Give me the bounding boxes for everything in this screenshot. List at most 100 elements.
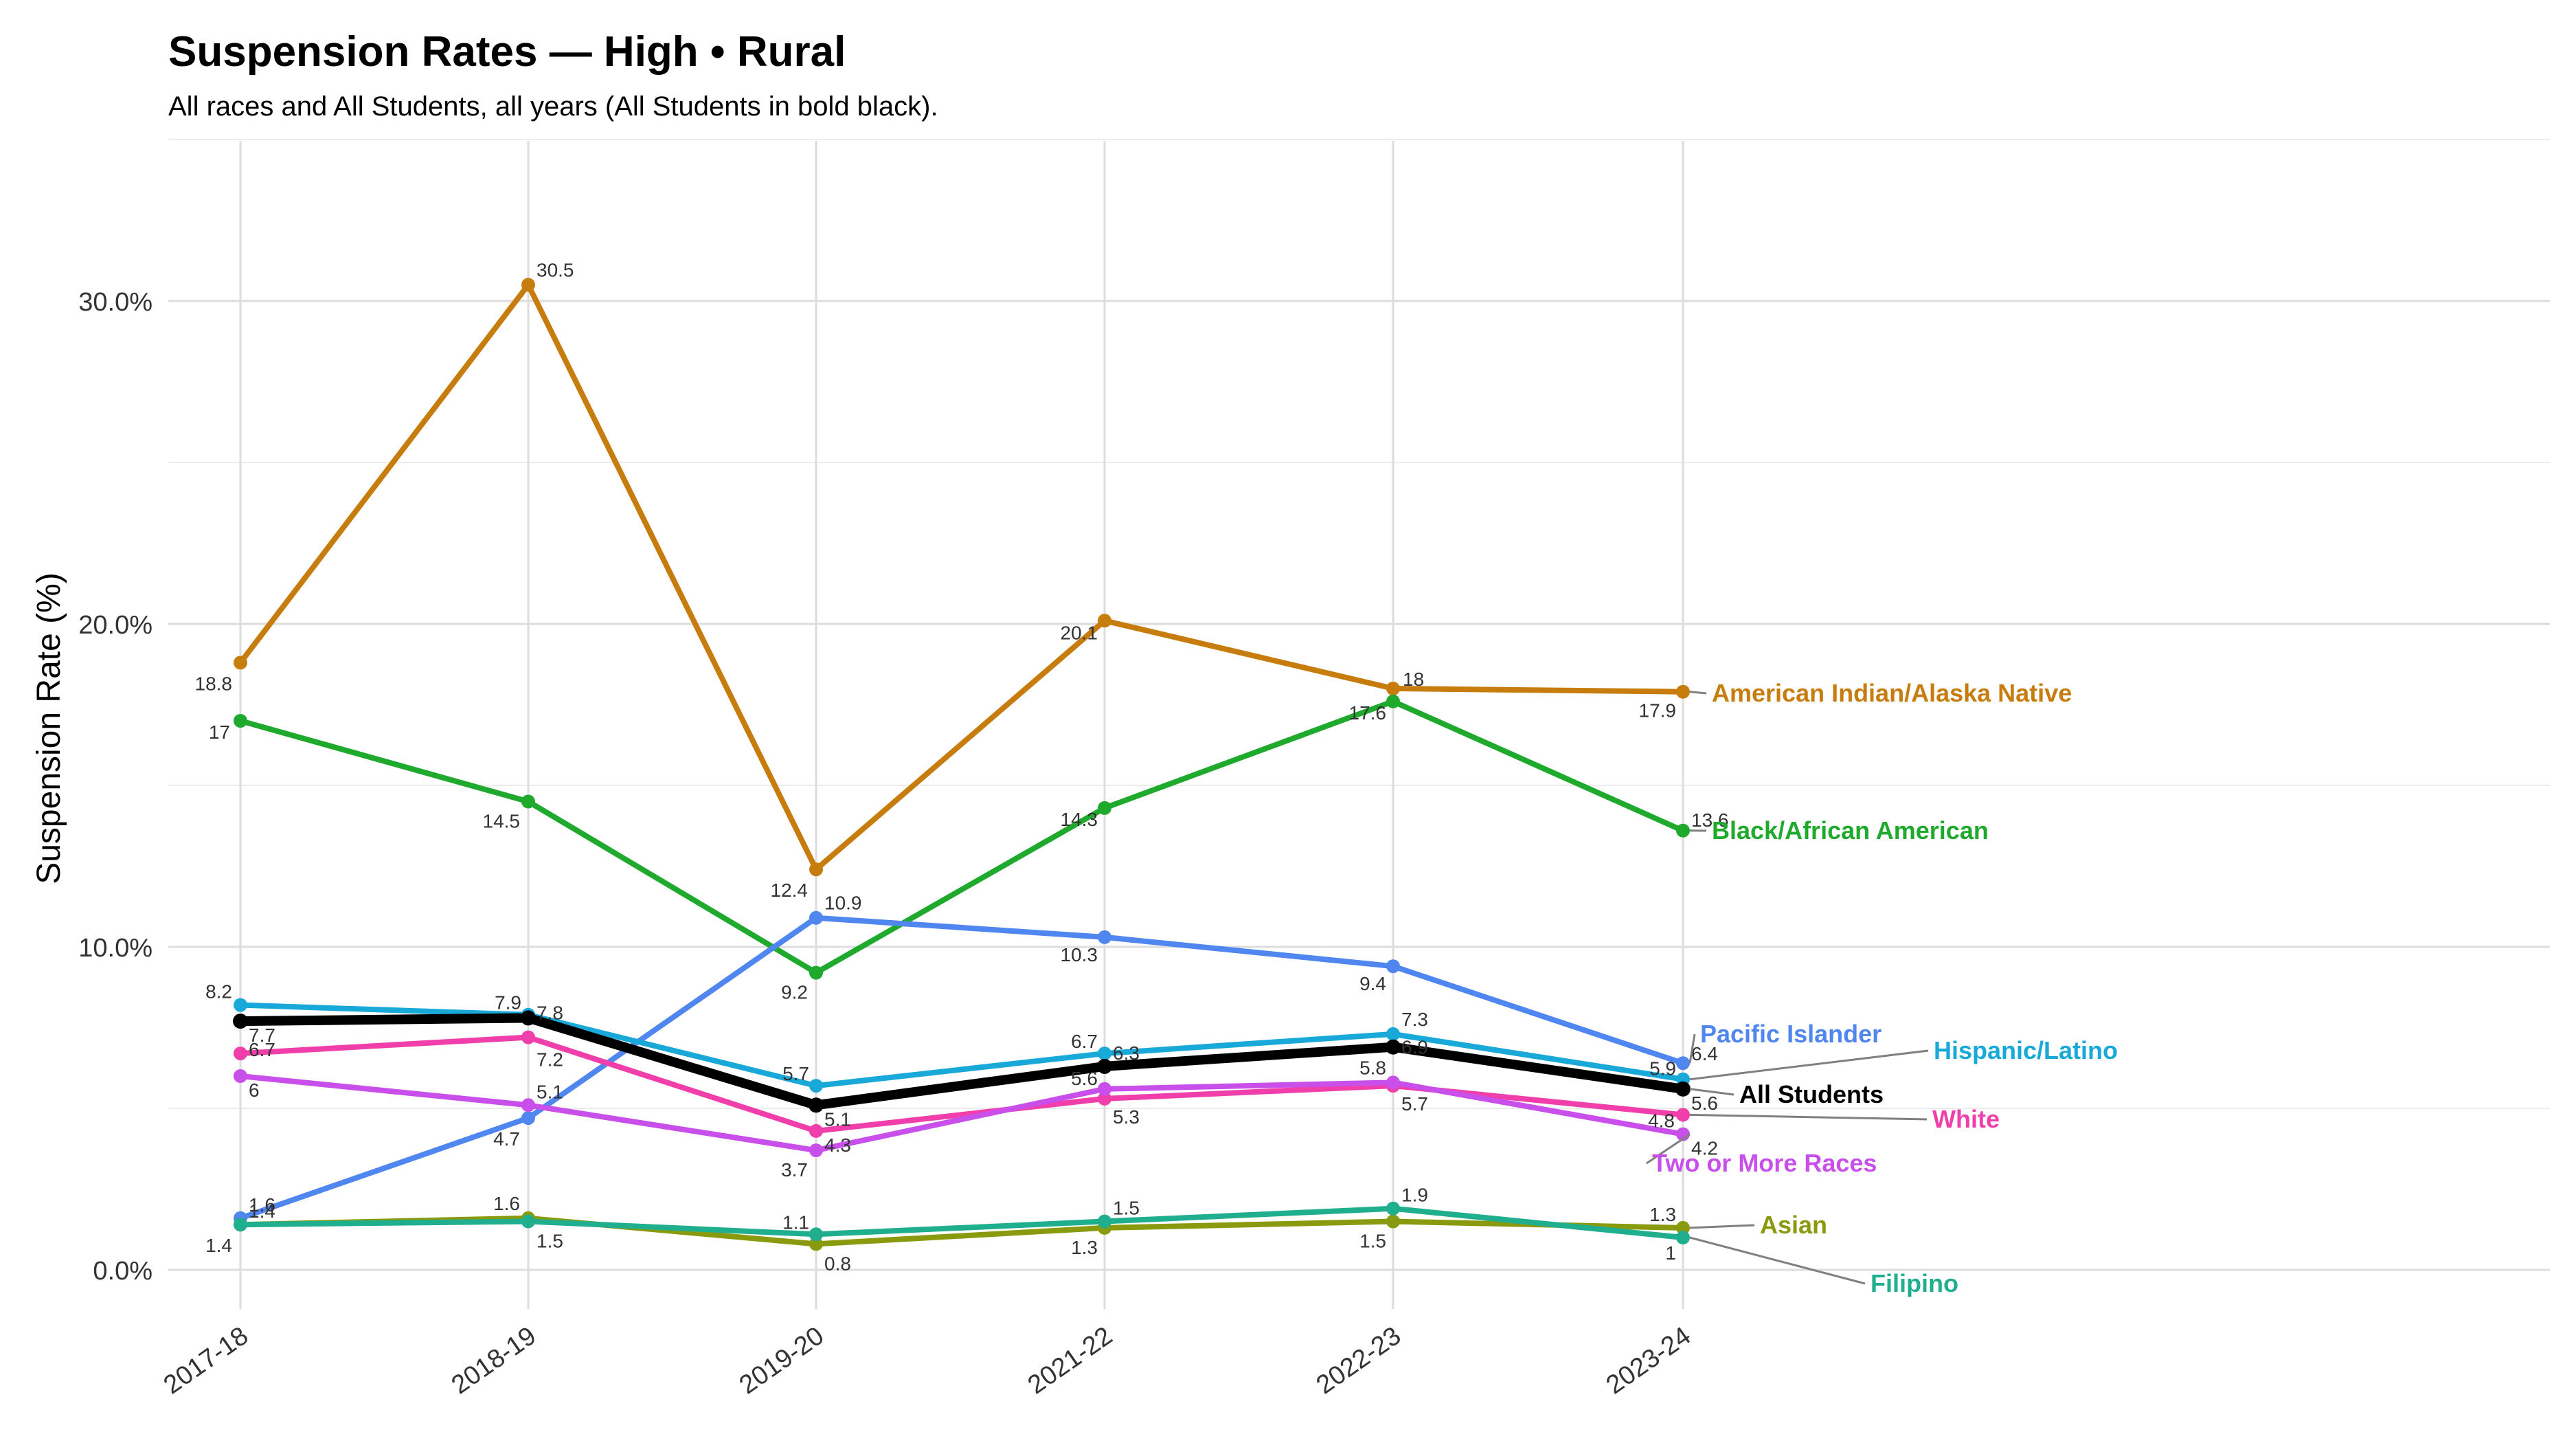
data-label: 6.7	[249, 1039, 275, 1060]
data-label: 9.2	[781, 982, 808, 1003]
y-tick-label: 30.0%	[78, 288, 152, 317]
data-point	[1386, 1214, 1400, 1229]
series-line	[238, 915, 1686, 1221]
data-label: 1.4	[249, 1200, 275, 1222]
series-end-label: Hispanic/Latino	[1934, 1036, 2118, 1064]
data-label: 7.2	[536, 1049, 563, 1071]
series-end-label: Filipino	[1871, 1269, 1958, 1297]
data-point	[1676, 823, 1690, 838]
series-line	[238, 698, 1686, 976]
data-label: 17.9	[1639, 700, 1677, 722]
data-label: 3.7	[781, 1159, 808, 1181]
y-tick-label: 20.0%	[78, 611, 152, 640]
data-label: 5.7	[782, 1063, 809, 1084]
data-label: 6	[249, 1080, 260, 1101]
data-point	[234, 656, 247, 670]
data-label: 5.9	[1649, 1058, 1676, 1080]
label-leader-line	[1689, 691, 1707, 695]
data-label: 14.5	[483, 811, 521, 832]
data-label: 10.9	[824, 893, 862, 914]
data-point	[521, 1214, 535, 1229]
series-end-label: Two or More Races	[1652, 1149, 1877, 1177]
data-point	[234, 1069, 247, 1083]
series-end-label: All Students	[1739, 1080, 1884, 1108]
data-point	[809, 1097, 824, 1113]
data-label: 5.3	[1113, 1106, 1140, 1128]
data-point	[234, 1047, 247, 1061]
series-end-label: Pacific Islander	[1700, 1020, 1882, 1048]
series-line	[238, 282, 1686, 873]
data-label: 18	[1403, 669, 1424, 690]
data-point	[809, 1143, 823, 1158]
data-point	[521, 1010, 536, 1026]
data-label: 5.1	[536, 1081, 563, 1102]
data-label: 1.9	[1401, 1185, 1428, 1206]
data-label: 20.1	[1061, 622, 1098, 643]
data-point	[521, 1098, 535, 1112]
data-label: 17	[209, 722, 230, 743]
data-point	[521, 1030, 535, 1044]
data-point	[233, 1014, 248, 1029]
data-point	[809, 965, 823, 980]
data-label: 6.4	[1691, 1043, 1718, 1064]
data-point	[1386, 1075, 1400, 1090]
data-point	[809, 1227, 823, 1242]
chart-subtitle: All races and All Students, all years (A…	[168, 91, 938, 122]
data-label: 5.6	[1691, 1093, 1718, 1114]
data-label: 4.7	[493, 1128, 520, 1150]
y-tick-label: 0.0%	[93, 1257, 152, 1286]
data-label: 8.2	[205, 981, 232, 1003]
data-label: 18.8	[195, 673, 233, 694]
data-label: 5.8	[1359, 1057, 1386, 1078]
data-label: 4.2	[1691, 1138, 1718, 1159]
data-label: 6.7	[1071, 1031, 1098, 1052]
series-end-label: Asian	[1760, 1211, 1827, 1239]
y-tick-label: 10.0%	[78, 934, 152, 963]
data-label: 0.8	[824, 1253, 851, 1274]
data-point	[1098, 1047, 1111, 1061]
data-point	[234, 714, 247, 728]
data-label: 1.3	[1071, 1237, 1098, 1258]
data-label: 30.5	[536, 260, 574, 281]
data-point	[1098, 930, 1111, 944]
data-point	[1386, 1027, 1400, 1041]
data-point	[1097, 1058, 1112, 1074]
data-label: 7.7	[249, 1025, 275, 1046]
label-leader-line	[1689, 1049, 1929, 1081]
data-label: 1.5	[536, 1231, 563, 1252]
data-label: 1.4	[205, 1235, 232, 1256]
data-point	[1675, 1081, 1691, 1097]
label-leader-line	[1689, 1088, 1735, 1096]
series-line	[238, 1002, 1686, 1089]
data-point	[1386, 694, 1400, 708]
data-label: 6.3	[1113, 1042, 1140, 1064]
data-label: 1.5	[1359, 1231, 1386, 1252]
data-label: 4.8	[1648, 1110, 1675, 1131]
data-label: 7.9	[495, 992, 521, 1014]
label-leader-line	[1689, 1224, 1755, 1229]
chart-title: Suspension Rates — High • Rural	[168, 28, 846, 76]
data-point	[1386, 682, 1400, 695]
series-end-label: American Indian/Alaska Native	[1712, 679, 2072, 707]
series-end-labels: American Indian/Alaska Native Black/Afric…	[1646, 679, 2118, 1297]
label-leader-line	[1689, 1236, 1866, 1285]
data-point	[521, 278, 535, 292]
data-label: 7.3	[1401, 1009, 1428, 1030]
data-label: 12.4	[771, 880, 809, 901]
data-label: 14.3	[1061, 809, 1098, 830]
data-label: 1.6	[249, 1194, 275, 1216]
data-point	[1098, 801, 1111, 815]
data-point	[1386, 959, 1400, 974]
data-point	[521, 794, 535, 809]
y-axis-title: Suspension Rate (%)	[31, 572, 67, 884]
data-point	[1386, 1201, 1400, 1216]
data-labels: 18.830.512.420.11817.91714.59.214.317.61…	[195, 260, 1729, 1275]
data-label: 6.9	[1401, 1037, 1428, 1058]
data-point	[1098, 1214, 1111, 1229]
data-label: 5.6	[1071, 1068, 1098, 1089]
data-label: 1.6	[493, 1193, 520, 1214]
series-lines	[236, 282, 1688, 1247]
series-end-label: Black/African American	[1712, 816, 1989, 844]
